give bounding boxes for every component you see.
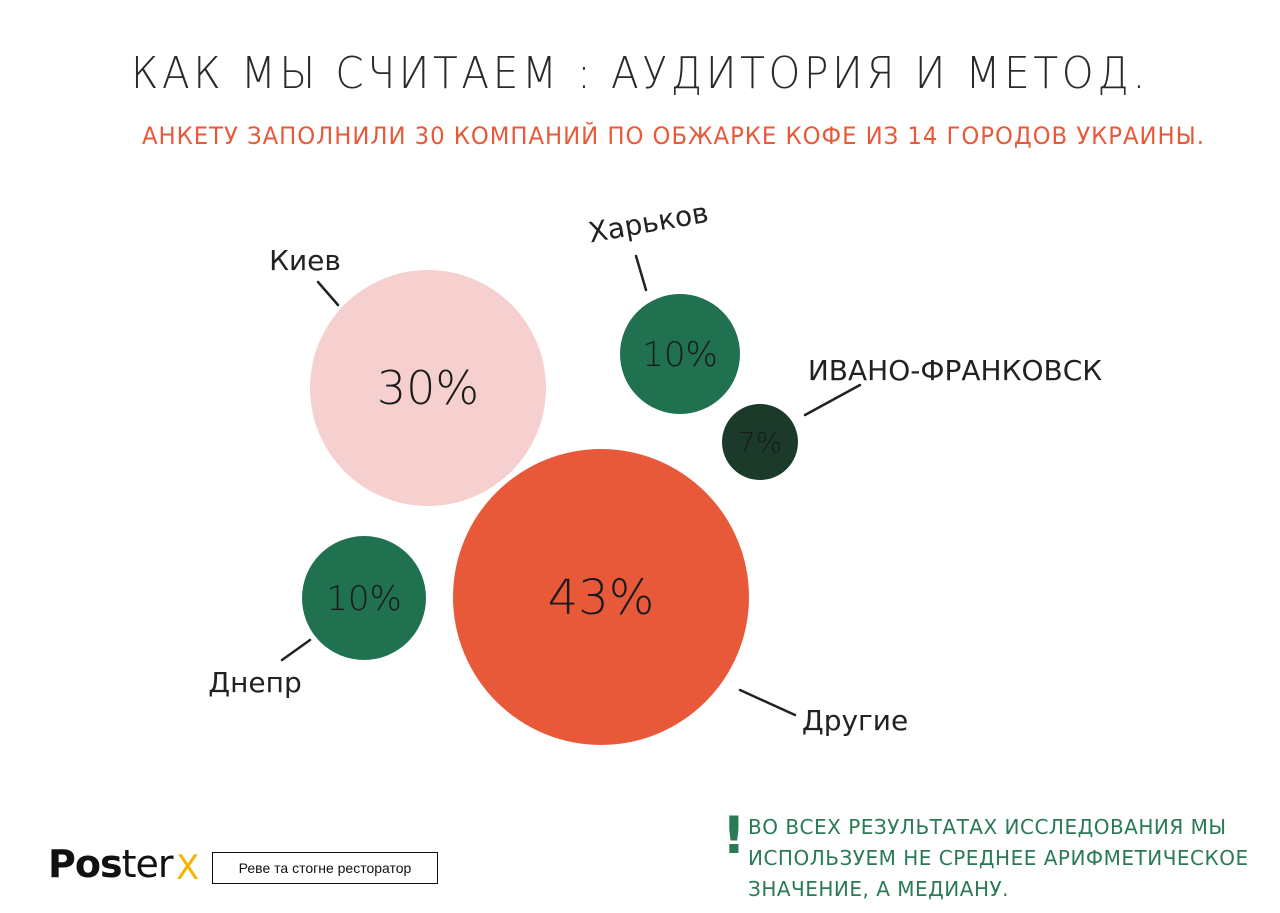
bubble-2 bbox=[722, 404, 798, 480]
bubble-0 bbox=[310, 270, 546, 506]
bubble-1-value-label: 10% bbox=[642, 335, 718, 375]
bubble-3-leader-line bbox=[280, 638, 312, 662]
tagline-box: Реве та стогне ресторатор bbox=[212, 852, 438, 884]
median-note: ВО ВСЕХ РЕЗУЛЬТАТАХ ИССЛЕДОВАНИЯ МЫ ИСПО… bbox=[748, 815, 1249, 901]
bubble-4-city-label: Другие bbox=[802, 704, 908, 737]
bubble-0-leader-line bbox=[316, 280, 340, 307]
page-title: КАК МЫ СЧИТАЕМ : АУДИТОРИЯ И МЕТОД. bbox=[130, 48, 1150, 99]
bubble-1-leader-line bbox=[634, 254, 648, 292]
logo-thin: ter bbox=[121, 842, 174, 886]
bubble-2-leader-line bbox=[803, 383, 862, 417]
bubble-2-value-label: 7% bbox=[738, 426, 782, 459]
exclamation-icon: ! bbox=[722, 806, 746, 866]
bubble-0-value-label: 30% bbox=[377, 361, 479, 415]
bubble-2-city-label: ИВАНО-ФРАНКОВСК bbox=[808, 354, 1102, 387]
logo-bold: Pos bbox=[48, 842, 123, 886]
bubble-1 bbox=[620, 294, 740, 414]
bubble-3-city-label: Днепр bbox=[208, 666, 302, 699]
bubble-4 bbox=[453, 449, 749, 745]
subtitle: АНКЕТУ ЗАПОЛНИЛИ 30 КОМПАНИЙ ПО ОБЖАРКЕ … bbox=[142, 122, 1205, 150]
logo-x-icon: X bbox=[176, 848, 200, 888]
bubble-4-value-label: 43% bbox=[548, 570, 655, 626]
bubble-3 bbox=[302, 536, 426, 660]
poster-logo: Poster bbox=[48, 842, 174, 886]
bubble-4-leader-line bbox=[738, 688, 797, 717]
bubble-0-city-label: Киев bbox=[269, 244, 341, 277]
bubble-3-value-label: 10% bbox=[326, 579, 402, 619]
bubble-1-city-label: Харьков bbox=[586, 196, 711, 250]
